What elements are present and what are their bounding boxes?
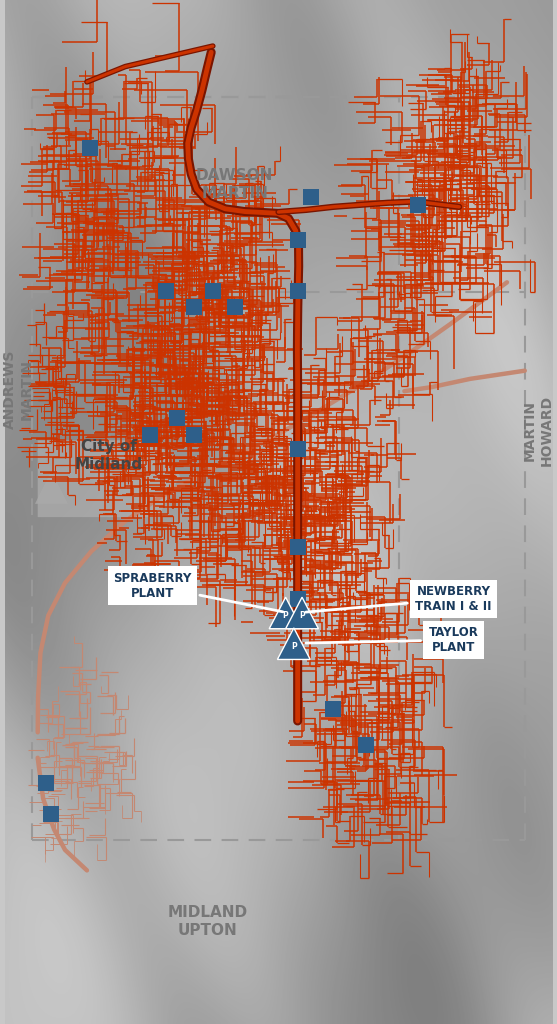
Text: City of
Midland: City of Midland [75,439,143,472]
Point [41,775,50,792]
Point [307,188,316,205]
Text: MIDLAND
UPTON: MIDLAND UPTON [167,905,247,938]
Point [329,700,338,717]
Polygon shape [277,628,310,659]
Point [293,539,302,555]
Polygon shape [269,597,302,629]
Text: P: P [291,642,297,651]
Point [293,591,302,607]
Point [85,140,94,157]
Point [173,410,182,426]
Text: MARTIN
HOWARD: MARTIN HOWARD [523,394,554,466]
Point [145,427,154,443]
Point [230,299,239,315]
Text: SPRABERRY
PLANT: SPRABERRY PLANT [114,571,283,611]
Text: ANDREWS
MARTIN: ANDREWS MARTIN [3,349,34,429]
Point [293,231,302,248]
Text: P: P [283,611,289,621]
Text: DAWSON
MARTIN: DAWSON MARTIN [196,168,273,201]
Point [293,283,302,299]
Point [293,440,302,457]
Point [189,299,198,315]
Point [361,737,370,754]
Point [189,427,198,443]
Point [414,197,423,213]
Polygon shape [38,440,180,517]
Polygon shape [286,597,319,629]
Text: TAYLOR
PLANT: TAYLOR PLANT [306,626,478,654]
Text: P: P [299,611,305,621]
Polygon shape [35,471,68,504]
Point [47,806,56,822]
Text: NEWBERRY
TRAIN I & II: NEWBERRY TRAIN I & II [306,585,492,613]
Point [162,283,171,299]
Point [208,283,217,299]
